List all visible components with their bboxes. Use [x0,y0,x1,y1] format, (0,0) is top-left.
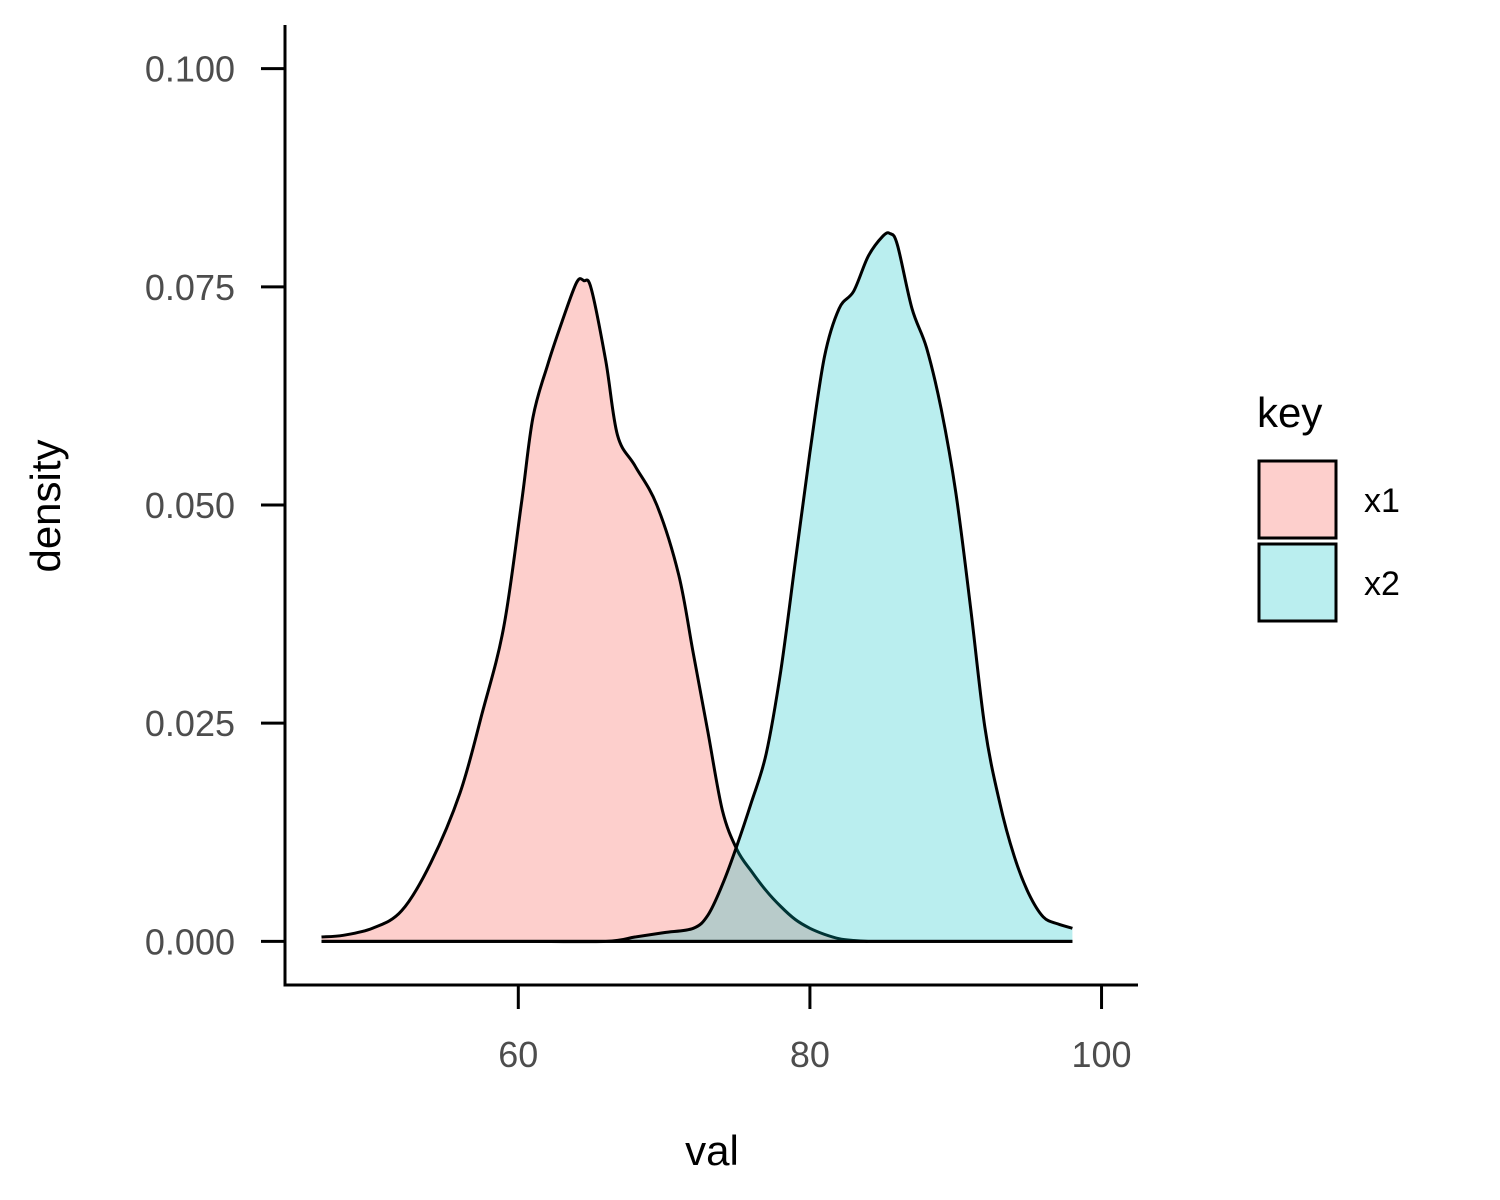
legend-swatch-x2 [1257,542,1338,623]
legend-label-x1: x1 [1364,482,1400,520]
y-axis-title: density [22,439,69,572]
y-tick-label: 0.100 [145,49,235,90]
legend-label-x2: x2 [1364,565,1400,603]
y-tick-label: 0.075 [145,267,235,308]
plot-area [321,231,1073,944]
density-line-x2 [321,231,1073,944]
x-tick-label: 60 [498,1034,538,1075]
x-tick-label: 100 [1072,1034,1132,1075]
legend: key x1 x2 [1257,389,1400,623]
y-tick-label: 0.050 [145,485,235,526]
legend-item-x2: x2 [1257,542,1400,623]
x-axis-title: val [685,1127,739,1174]
legend-swatch-x1 [1257,459,1338,540]
y-tick-label: 0.000 [145,921,235,962]
density-area-x1 [321,278,1073,942]
x-tick-label: 80 [790,1034,830,1075]
legend-item-x1: x1 [1257,459,1400,540]
legend-title: key [1257,389,1322,436]
density-area-x2 [321,232,1073,942]
axes: 0.000 0.025 0.050 0.075 0.100 60 80 100 [145,25,1138,1075]
y-tick-label: 0.025 [145,703,235,744]
